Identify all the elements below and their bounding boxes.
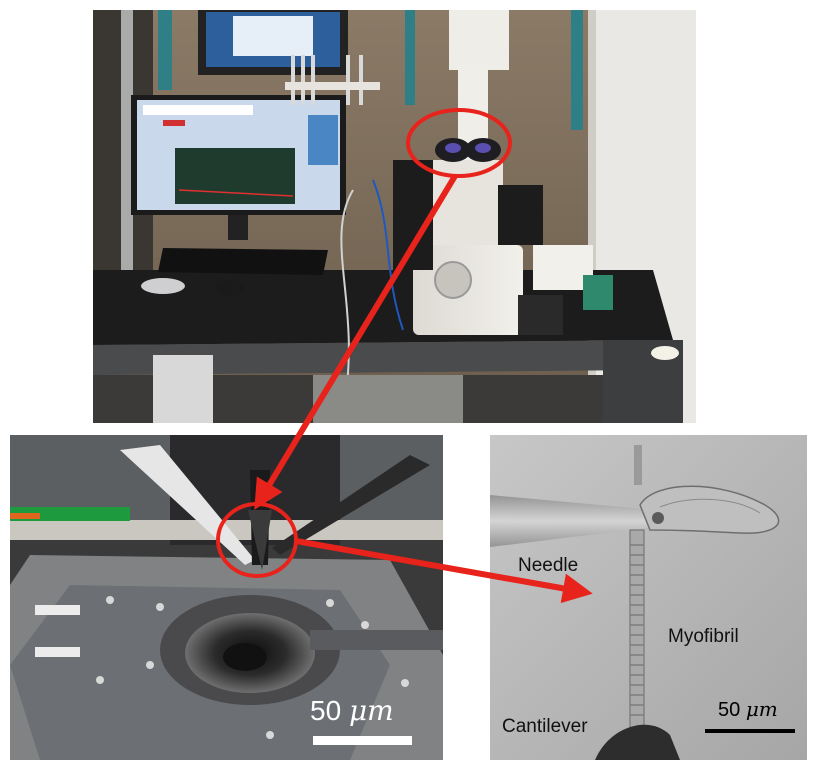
scale-bar-unit-right: μm: [745, 697, 778, 721]
scale-bar-unit-left: μm: [348, 694, 394, 727]
stage-closeup-photo: [10, 435, 443, 760]
scale-bar-label-right: 50 μm: [718, 697, 778, 722]
scale-bar-left: [313, 736, 412, 745]
scale-bar-number-left: 50: [310, 695, 342, 726]
needle-highlight-circle: [216, 502, 298, 578]
scale-bar-number-right: 50: [718, 699, 741, 721]
arrow-to-stage: [254, 174, 458, 510]
cantilever-label: Cantilever: [502, 716, 588, 737]
eyepiece-highlight-circle: [406, 108, 512, 178]
needle-label: Needle: [518, 555, 579, 576]
scale-bar-right: [705, 729, 795, 733]
arrow-to-micrograph: [295, 538, 593, 604]
scale-bar-label-left: 50 μm: [310, 694, 394, 727]
myofibril-label: Myofibril: [668, 626, 739, 647]
microscopy-image: [490, 435, 807, 760]
lab-setup-photo: [93, 10, 696, 423]
